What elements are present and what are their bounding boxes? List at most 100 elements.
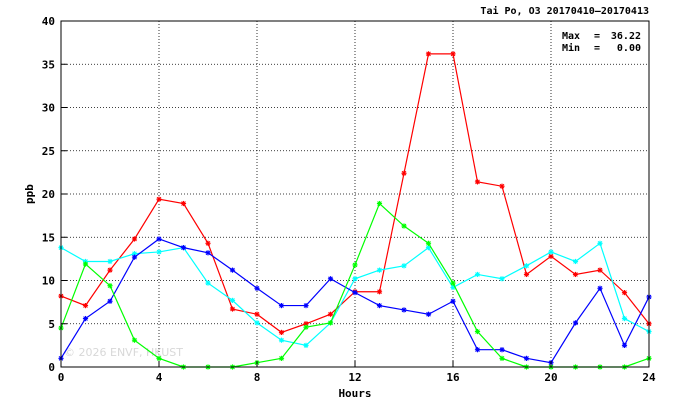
data-point <box>254 320 260 326</box>
data-point <box>327 320 334 326</box>
data-point <box>327 311 334 317</box>
data-point <box>499 355 505 361</box>
data-point <box>474 347 481 353</box>
y-tick-label: 20 <box>42 188 55 201</box>
data-point <box>205 240 211 246</box>
data-point <box>597 240 603 246</box>
data-point <box>254 285 260 291</box>
data-point <box>107 258 113 265</box>
data-point <box>303 321 309 327</box>
tick-labels: 0 4 8 12 16 20 24 0 5 10 15 20 25 30 35 40 <box>42 15 656 384</box>
data-point <box>327 276 334 282</box>
data-point <box>425 311 432 317</box>
x-tick-label: 4 <box>156 371 163 384</box>
y-tick-label: 5 <box>48 318 55 331</box>
data-point <box>376 289 383 295</box>
data-point <box>621 290 628 296</box>
data-point <box>523 355 530 361</box>
data-point <box>401 263 407 269</box>
x-tick-label: 8 <box>254 371 261 384</box>
data-point <box>352 290 358 296</box>
data-point <box>474 328 481 335</box>
data-point <box>82 261 89 267</box>
data-point <box>205 280 211 286</box>
data-point <box>401 223 407 229</box>
data-point <box>131 337 138 343</box>
chart-title: Tai Po, O3 20170410–20170413 <box>480 5 649 17</box>
data-point <box>303 324 309 330</box>
data-point <box>156 249 162 255</box>
data-point <box>572 320 579 326</box>
data-point <box>131 251 138 257</box>
data-point <box>229 297 236 303</box>
data-point <box>303 302 309 309</box>
data-point <box>205 250 211 256</box>
data-point <box>401 170 407 176</box>
data-point <box>82 315 89 322</box>
data-point <box>278 329 285 335</box>
max-label: Max <box>562 31 580 42</box>
data-point <box>278 355 285 361</box>
data-point <box>82 302 89 309</box>
data-point <box>474 179 481 185</box>
data-point <box>548 249 554 255</box>
data-point <box>180 245 187 251</box>
min-eq: = <box>594 43 600 54</box>
y-tick-label: 0 <box>48 361 55 374</box>
data-point <box>107 267 113 273</box>
y-tick-label: 30 <box>42 102 55 115</box>
data-point <box>597 267 603 273</box>
data-point <box>107 283 113 289</box>
data-point <box>597 285 603 291</box>
data-point <box>376 200 383 207</box>
data-point <box>523 263 530 269</box>
data-point <box>548 253 554 259</box>
data-point <box>278 302 285 309</box>
watermark: © 2026 ENVF, HKUST <box>64 346 183 359</box>
data-point <box>229 267 236 273</box>
data-point <box>572 271 579 278</box>
data-point <box>131 236 138 242</box>
grid-lines <box>61 21 649 367</box>
data-point <box>156 196 162 202</box>
data-point <box>254 311 260 317</box>
data-point <box>376 267 383 273</box>
data-point <box>352 276 358 282</box>
x-tick-label: 16 <box>446 371 460 384</box>
x-tick-label: 24 <box>642 371 656 384</box>
data-point <box>156 236 162 242</box>
data-point <box>499 347 505 353</box>
data-point <box>352 262 358 268</box>
data-point <box>278 337 285 343</box>
min-value: 0.00 <box>617 43 641 54</box>
data-point <box>401 307 407 313</box>
data-point <box>425 240 432 246</box>
max-eq: = <box>594 31 600 42</box>
y-tick-label: 40 <box>42 15 55 28</box>
data-point <box>450 298 456 304</box>
data-point <box>499 183 505 189</box>
x-axis-label: Hours <box>338 387 371 400</box>
data-point <box>621 342 628 348</box>
series-layer <box>58 51 652 370</box>
x-tick-label: 12 <box>348 371 361 384</box>
x-tick-label: 20 <box>544 371 557 384</box>
data-point <box>376 302 383 309</box>
data-point <box>450 280 456 286</box>
data-point <box>474 271 481 278</box>
data-point <box>229 306 236 312</box>
data-point <box>425 51 432 57</box>
data-point <box>499 276 505 282</box>
data-point <box>156 355 162 361</box>
y-tick-label: 15 <box>42 231 55 244</box>
data-point <box>572 258 579 265</box>
min-label: Min <box>562 42 580 54</box>
data-point <box>523 271 530 278</box>
data-point <box>107 298 113 304</box>
x-tick-label: 0 <box>58 371 65 384</box>
y-axis-label: ppb <box>23 184 36 204</box>
data-point <box>180 200 187 207</box>
y-tick-label: 35 <box>42 58 55 71</box>
y-tick-label: 10 <box>42 275 55 288</box>
